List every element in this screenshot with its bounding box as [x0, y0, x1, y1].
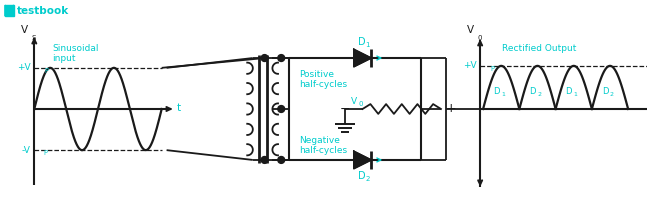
Text: -V: -V — [22, 146, 30, 155]
Text: half-cycles: half-cycles — [299, 146, 347, 155]
Polygon shape — [354, 49, 372, 67]
Text: D: D — [358, 37, 365, 47]
Text: Negative: Negative — [299, 136, 340, 145]
Circle shape — [278, 55, 284, 61]
Text: +: + — [446, 102, 457, 115]
Text: D: D — [493, 87, 500, 96]
Polygon shape — [5, 5, 14, 16]
Text: 2: 2 — [610, 92, 614, 97]
Circle shape — [261, 156, 268, 163]
Text: 2: 2 — [366, 176, 370, 182]
Text: P: P — [44, 68, 48, 74]
Text: D: D — [358, 171, 365, 181]
Text: V: V — [467, 25, 474, 35]
Text: D: D — [566, 87, 572, 96]
Polygon shape — [354, 151, 372, 169]
Text: t: t — [176, 103, 180, 113]
Text: +V: +V — [16, 63, 30, 72]
Text: testbook: testbook — [16, 6, 69, 16]
Text: 1: 1 — [366, 42, 370, 48]
Text: V: V — [351, 97, 357, 106]
Circle shape — [278, 105, 284, 112]
Text: Positive: Positive — [299, 70, 334, 79]
Text: −: − — [340, 102, 350, 115]
Text: 2: 2 — [537, 92, 541, 97]
Text: S: S — [32, 35, 36, 41]
Text: 0: 0 — [477, 35, 482, 41]
Text: 1: 1 — [574, 92, 578, 97]
Text: V: V — [21, 25, 28, 35]
Text: +V: +V — [463, 61, 477, 70]
Text: P: P — [490, 66, 494, 72]
Text: Rectified Output: Rectified Output — [502, 44, 576, 53]
Text: half-cycles: half-cycles — [299, 80, 347, 89]
Text: P: P — [43, 150, 47, 156]
Text: D: D — [602, 87, 609, 96]
Bar — [5, 5, 14, 16]
Text: D: D — [529, 87, 536, 96]
Text: 0: 0 — [358, 101, 363, 107]
Circle shape — [261, 55, 268, 61]
Text: 1: 1 — [501, 92, 505, 97]
Text: input: input — [52, 54, 75, 62]
Text: Sinusoidal: Sinusoidal — [52, 44, 98, 53]
Circle shape — [278, 156, 284, 163]
